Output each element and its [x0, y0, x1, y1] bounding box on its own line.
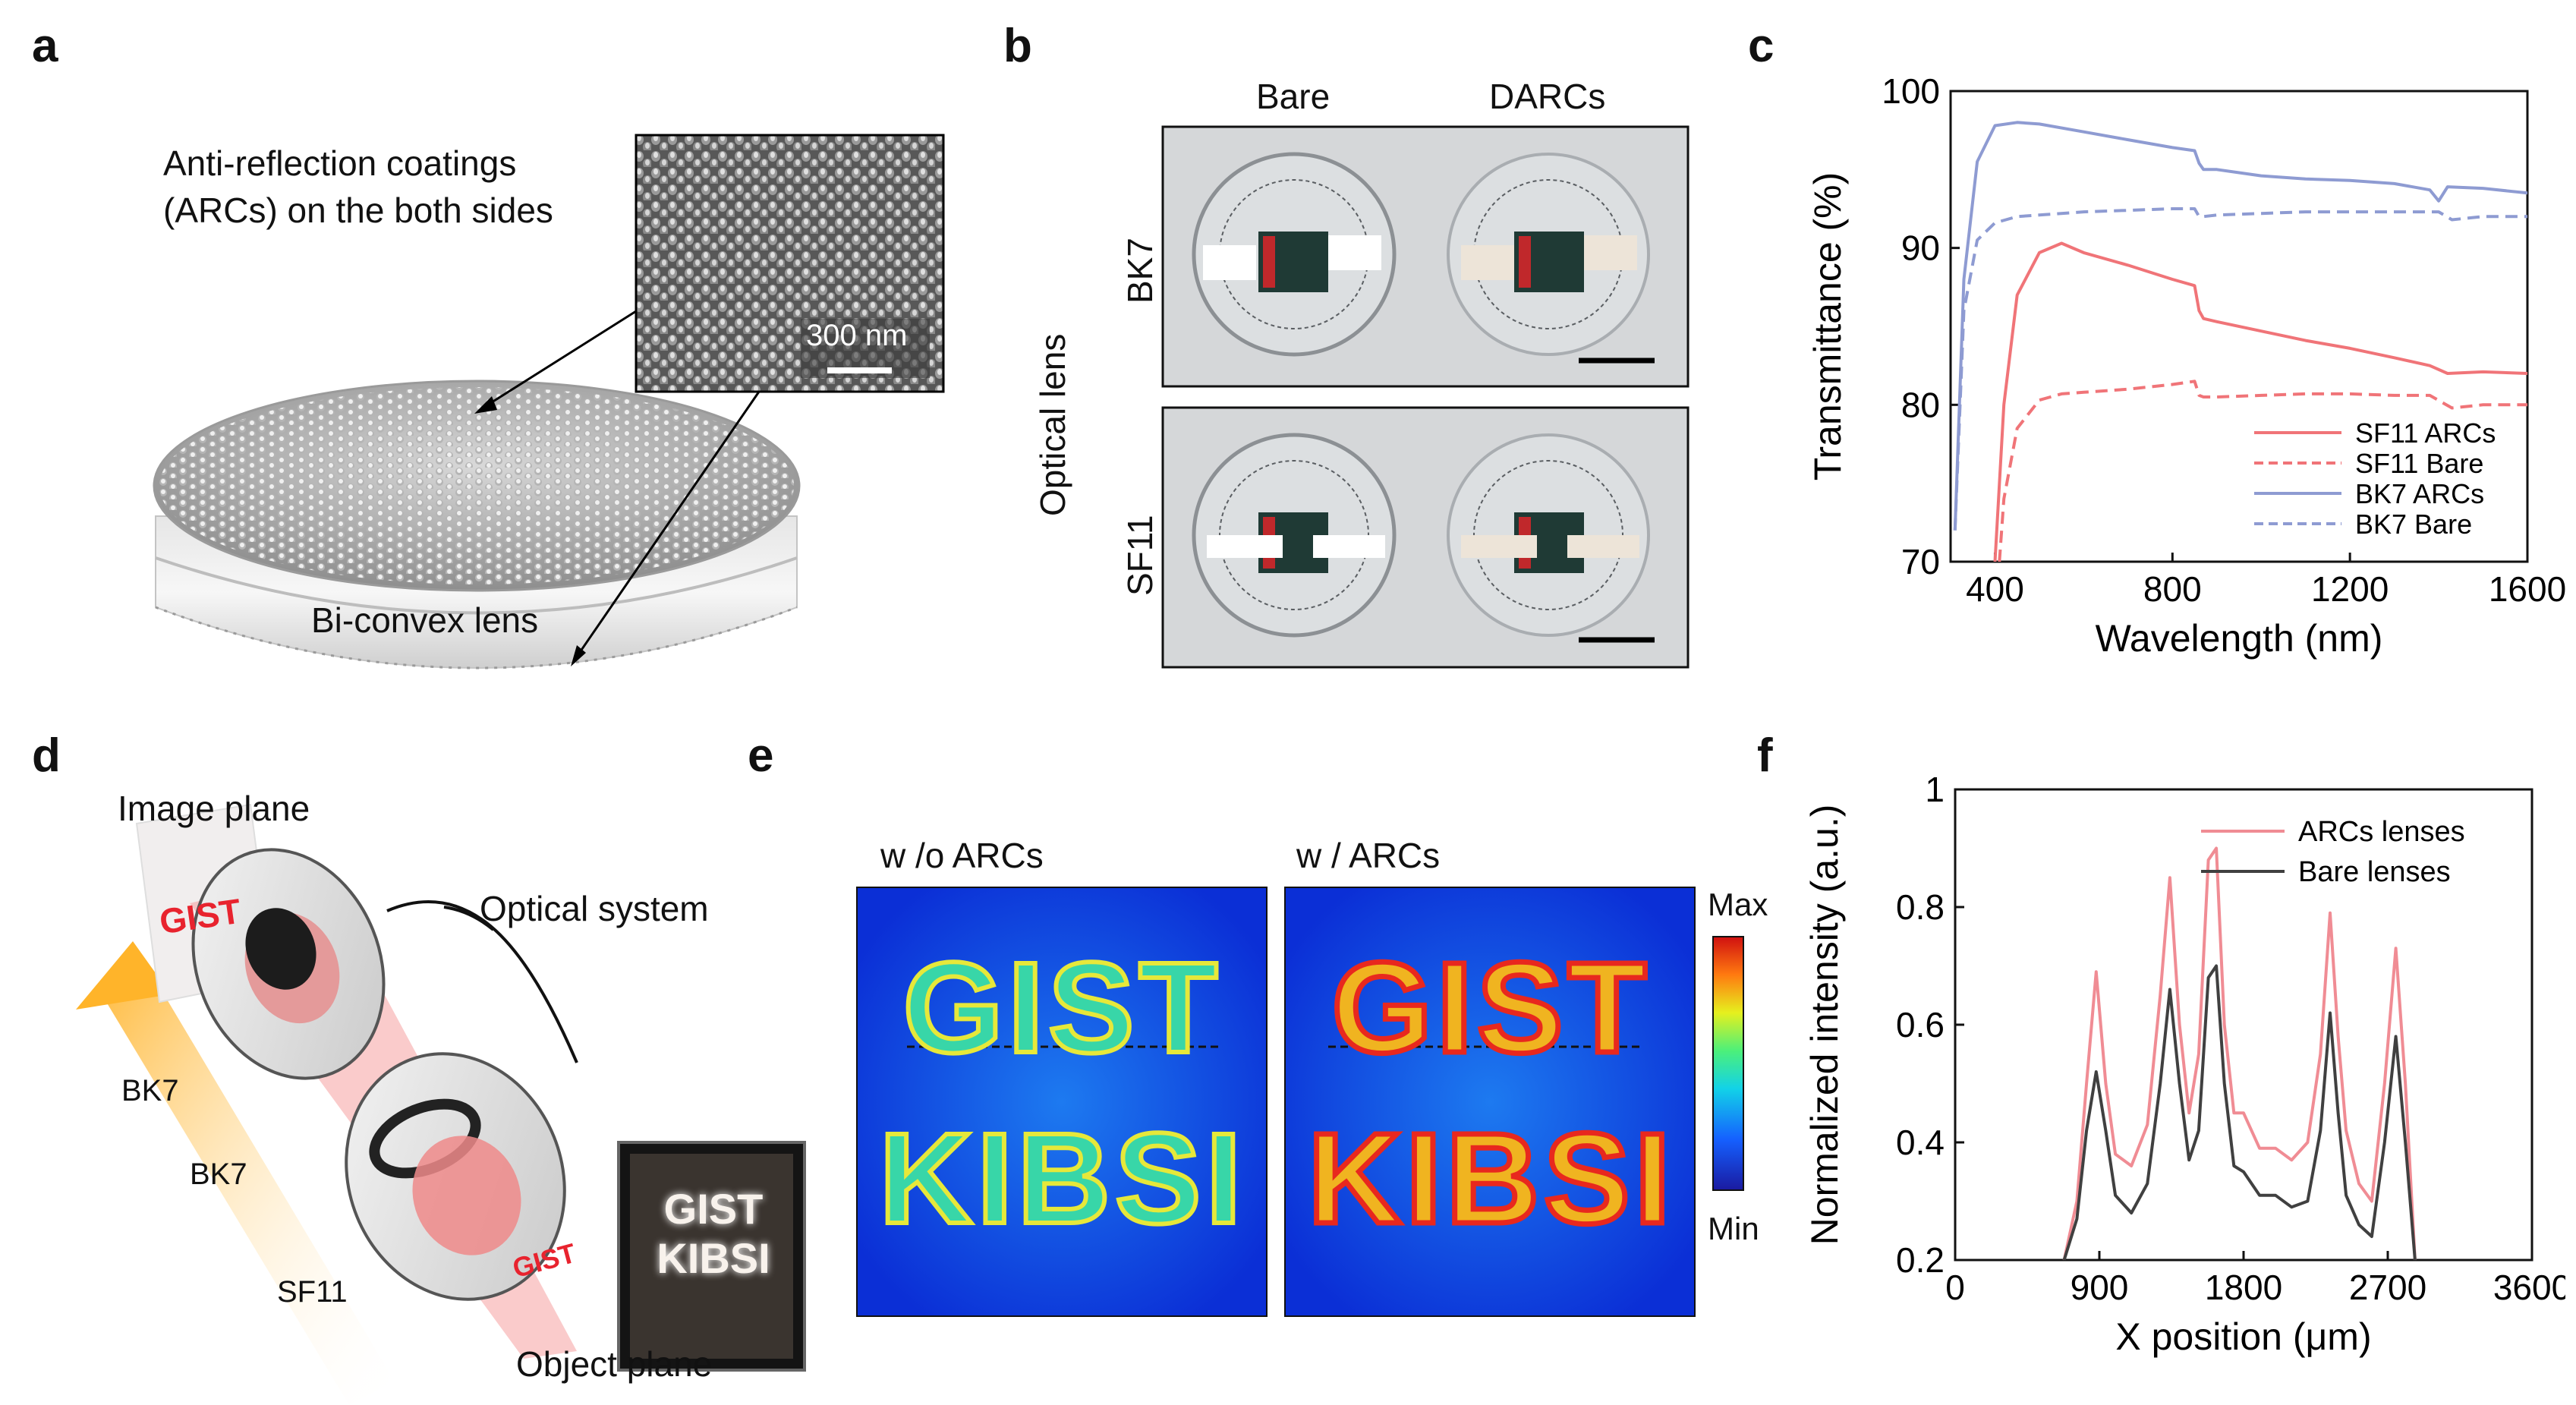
colorbar-max-label: Max: [1708, 887, 1768, 922]
heatmap-title-with-arcs: w / ARCs: [1296, 836, 1441, 875]
panel-d-illustration: [76, 803, 806, 1405]
x-axis-label: X position (μm): [2115, 1315, 2371, 1358]
x-tick-label: 1600: [2489, 569, 2565, 609]
coating-label-line2: (ARCs) on the both sides: [163, 191, 553, 230]
lens-label-bk7-2: BK7: [190, 1158, 247, 1191]
panel-a-illustration: [153, 134, 945, 669]
panel-letter-a: a: [32, 20, 58, 72]
y-tick-label: 1: [1925, 770, 1945, 809]
object-plane-label: Object plane: [516, 1344, 713, 1384]
image-plane-label: Image plane: [118, 789, 310, 828]
panel-letter-f: f: [1757, 729, 1773, 782]
series-line-bk7-bare: [1953, 207, 2527, 531]
panel-b-photos: [1161, 125, 1690, 669]
series-line-arcs-lenses: [2062, 846, 2417, 1260]
y-axis-label: Transmittance (%): [1806, 172, 1849, 481]
panel-letter-e: e: [748, 729, 774, 782]
heatmap-title-without-arcs: w /o ARCs: [880, 836, 1044, 875]
x-axis-label: Wavelength (nm): [2096, 617, 2383, 660]
object-photo-text-line1: GIST: [663, 1185, 764, 1233]
y-tick-label: 0.8: [1896, 887, 1945, 927]
panel-letter-c: c: [1748, 20, 1775, 72]
lens-label: Bi-convex lens: [311, 600, 539, 640]
x-tick-label: 1800: [2205, 1268, 2282, 1307]
x-tick-label: 800: [2143, 569, 2202, 609]
series-line-bk7-arcs: [1953, 121, 2527, 531]
colorbar-min-label: Min: [1708, 1211, 1759, 1246]
legend-entry: SF11 ARCs: [2355, 417, 2496, 449]
heatmap-left-text-line1: GIST: [901, 934, 1223, 1082]
sem-scale-bar-label: 300 nm: [806, 319, 908, 352]
series-line-sf11-arcs: [1993, 241, 2527, 562]
legend-entry: SF11 Bare: [2355, 448, 2483, 479]
y-tick-label: 0.6: [1896, 1005, 1945, 1044]
object-photo-text-line2: KIBSI: [657, 1234, 770, 1282]
y-tick-label: 100: [1882, 71, 1940, 111]
transmittance-chart: 400 800 1200 1600 70 80 90 100 Wavelength (nm) Tr…: [1806, 71, 2565, 660]
row-label-sf11: SF11: [1120, 515, 1160, 596]
panel-letter-b: b: [1003, 20, 1032, 72]
x-tick-label: 900: [2071, 1268, 2129, 1307]
x-tick-label: 2700: [2349, 1268, 2426, 1307]
y-tick-label: 90: [1901, 228, 1940, 268]
colorbar: [1712, 936, 1744, 1191]
heatmap-right-text-line1: GIST: [1329, 934, 1652, 1083]
y-tick-label: 80: [1901, 385, 1940, 424]
legend-entry: BK7 Bare: [2355, 509, 2472, 540]
panel-letter-d: d: [32, 729, 61, 782]
y-tick-label: 0.4: [1896, 1123, 1945, 1162]
x-tick-label: 400: [1966, 569, 2024, 609]
lens-label-bk7-1: BK7: [121, 1074, 179, 1107]
heatmap-with-arcs: [1284, 887, 1696, 1317]
y-tick-label: 70: [1901, 542, 1940, 581]
x-tick-label: 1200: [2311, 569, 2389, 609]
x-tick-label: 3600: [2493, 1268, 2565, 1307]
heatmap-without-arcs: [856, 887, 1268, 1317]
col-label-darcs: DARCs: [1489, 77, 1606, 116]
photo-bk7: [1161, 125, 1690, 388]
series-line-sf11-bare: [1998, 380, 2527, 562]
coating-label-line1: Anti-reflection coatings: [163, 143, 517, 183]
legend-entry: ARCs lenses: [2298, 816, 2465, 848]
side-label-optical-lens: Optical lens: [1033, 333, 1072, 516]
heatmap-right-text-line2: KIBSI: [1305, 1104, 1675, 1254]
photo-sf11: [1161, 406, 1690, 669]
lens-label-sf11: SF11: [277, 1275, 348, 1309]
row-label-bk7: BK7: [1120, 238, 1160, 304]
legend-entry: Bare lenses: [2298, 856, 2451, 888]
optical-system-label: Optical system: [480, 889, 709, 928]
heatmap-left-text-line2: KIBSI: [877, 1104, 1246, 1253]
series-line-bare-lenses: [2062, 964, 2417, 1260]
legend-entry: BK7 ARCs: [2355, 478, 2484, 509]
panel-e-heatmaps: [856, 887, 1696, 1317]
y-axis-label: Normalized intensity (a.u.): [1803, 805, 1846, 1246]
col-label-bare: Bare: [1256, 77, 1331, 116]
x-tick-label: 0: [1945, 1268, 1965, 1307]
intensity-profile-chart: 0 900 1800 2700 3600 0.2 0.4 0.6 0.8 1 X position …: [1803, 770, 2565, 1358]
y-tick-label: 0.2: [1896, 1240, 1945, 1280]
plot-frame: [1949, 90, 2529, 563]
